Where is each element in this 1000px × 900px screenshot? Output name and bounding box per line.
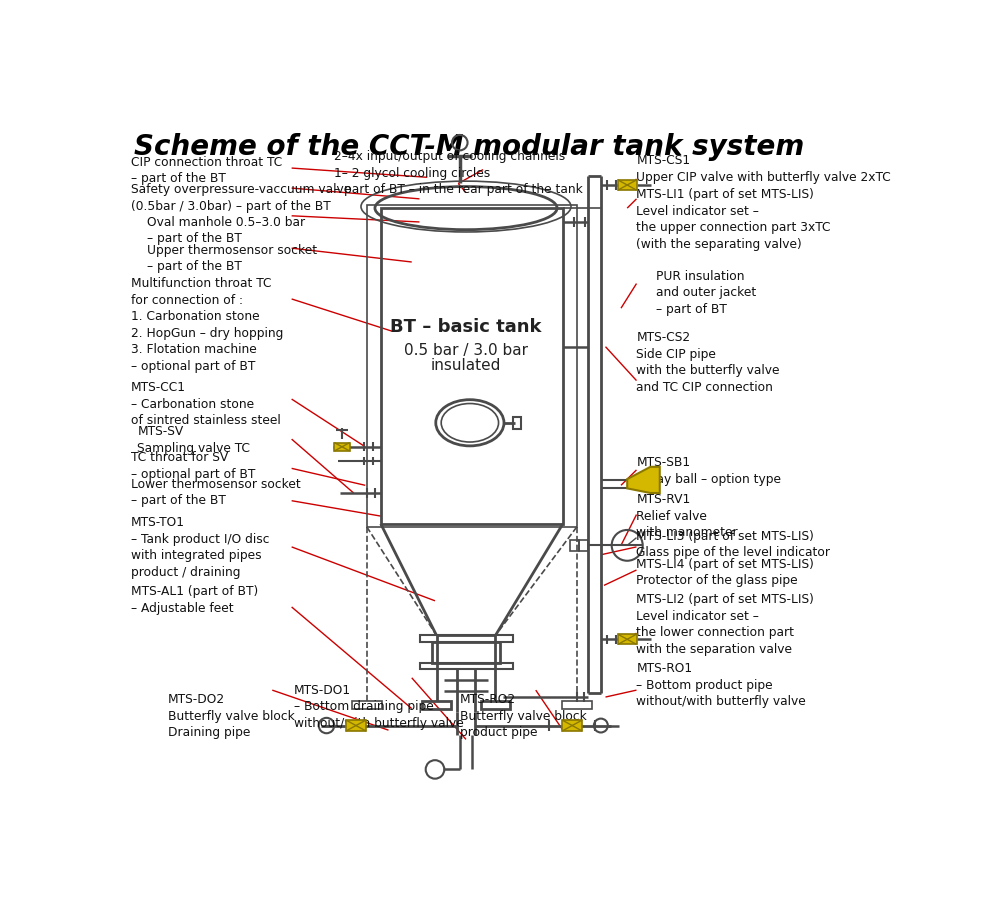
Bar [618, 180, 637, 190]
Bar [513, 417, 521, 429]
Bar [367, 205, 577, 526]
Text: MTS-LI3 (part of set MTS-LIS)
Glass pipe of the level indicator: MTS-LI3 (part of set MTS-LIS) Glass pipe… [637, 530, 830, 560]
Text: MTS-TO1
– Tank product I/O disc
with integrated pipes
product / draining: MTS-TO1 – Tank product I/O disc with int… [131, 516, 270, 579]
Bar [334, 443, 350, 451]
Text: 2–4x input/output of cooling channels
1– 2 glycol cooling circles
– part of BT –: 2–4x input/output of cooling channels 1–… [334, 150, 583, 196]
Text: MTS-CS1
Upper CIP valve with butterfly valve 2xTC: MTS-CS1 Upper CIP valve with butterfly v… [637, 154, 891, 184]
Text: BT – basic tank: BT – basic tank [390, 319, 542, 337]
Text: MTS-SB1
Spray ball – option type: MTS-SB1 Spray ball – option type [637, 456, 782, 485]
Text: MTS-SV
Sampling valve TC: MTS-SV Sampling valve TC [137, 425, 250, 454]
Bar [420, 635, 512, 642]
Text: MTS-CS2
Side CIP pipe
with the butterfly valve
and TC CIP connection: MTS-CS2 Side CIP pipe with the butterfly… [637, 331, 780, 394]
Text: PUR insulation
and outer jacket
– part of BT: PUR insulation and outer jacket – part o… [656, 270, 756, 316]
Text: MTS-LI1 (part of set MTS-LIS)
Level indicator set –
the upper connection part 3x: MTS-LI1 (part of set MTS-LIS) Level indi… [637, 188, 831, 250]
Text: Lower thermosensor socket
– part of the BT: Lower thermosensor socket – part of the … [131, 478, 301, 507]
Text: MTS-DO2
Butterfly valve block
Draining pipe: MTS-DO2 Butterfly valve block Draining p… [168, 693, 294, 739]
Bar [618, 634, 637, 644]
Text: MTS-DO1
– Bottom draining pipe
without/with butterfly valve: MTS-DO1 – Bottom draining pipe without/w… [294, 684, 464, 730]
Bar [570, 540, 579, 551]
Bar [420, 663, 512, 670]
Text: TC throat for SV
– optional part of BT: TC throat for SV – optional part of BT [131, 452, 256, 481]
Bar [422, 701, 451, 708]
Text: MTS-LI2 (part of set MTS-LIS)
Level indicator set –
the lower connection part
wi: MTS-LI2 (part of set MTS-LIS) Level indi… [637, 593, 814, 655]
Bar [562, 720, 582, 731]
Text: MTS-RO1
– Bottom product pipe
without/with butterfly valve: MTS-RO1 – Bottom product pipe without/wi… [637, 662, 806, 708]
Bar [381, 208, 563, 524]
Text: MTS-RV1
Relief valve
with manometer: MTS-RV1 Relief valve with manometer [637, 493, 738, 539]
Text: Scheme of the CCT-M modular tank system: Scheme of the CCT-M modular tank system [134, 132, 805, 160]
Bar [579, 540, 588, 551]
Text: MTS-LI4 (part of set MTS-LIS)
Protector of the glass pipe: MTS-LI4 (part of set MTS-LIS) Protector … [637, 558, 814, 587]
Text: MTS-RO2
Butterfly valve block
product pipe: MTS-RO2 Butterfly valve block product pi… [460, 693, 587, 739]
Bar [432, 642, 500, 663]
Bar [562, 701, 592, 708]
Bar [346, 720, 366, 731]
Bar [352, 701, 382, 708]
Text: 0.5 bar / 3.0 bar: 0.5 bar / 3.0 bar [404, 343, 528, 358]
Text: Upper thermosensor socket
– part of the BT: Upper thermosensor socket – part of the … [147, 244, 317, 273]
Text: Oval manhole 0.5–3.0 bar
– part of the BT: Oval manhole 0.5–3.0 bar – part of the B… [147, 216, 305, 246]
Polygon shape [627, 467, 660, 493]
Text: insulated: insulated [431, 358, 501, 374]
Text: CIP connection throat TC
– part of the BT: CIP connection throat TC – part of the B… [131, 156, 282, 185]
Bar [481, 701, 510, 708]
Text: MTS-AL1 (part of BT)
– Adjustable feet: MTS-AL1 (part of BT) – Adjustable feet [131, 585, 258, 615]
Text: MTS-CC1
– Carbonation stone
of sintred stainless steel: MTS-CC1 – Carbonation stone of sintred s… [131, 382, 281, 427]
Text: Safety overpressure-vaccuum valve
(0.5bar / 3.0bar) – part of the BT: Safety overpressure-vaccuum valve (0.5ba… [131, 184, 351, 213]
Text: Multifunction throat TC
for connection of :
1. Carbonation stone
2. HopGun – dry: Multifunction throat TC for connection o… [131, 277, 284, 373]
